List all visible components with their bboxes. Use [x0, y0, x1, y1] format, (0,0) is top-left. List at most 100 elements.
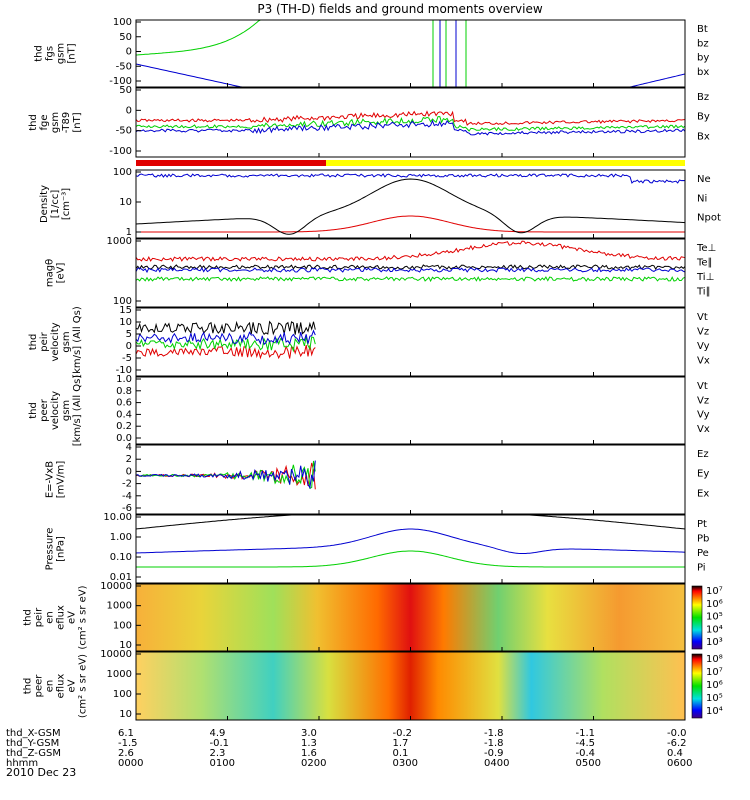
x-axis-value: 0.4 [667, 748, 683, 759]
series-line-by [135, 19, 685, 56]
y-axis-label: thd peer velocity gsm [km/s] (All Qs) [28, 375, 83, 447]
series-line-Vx [135, 329, 316, 346]
spectrogram [136, 652, 685, 720]
y-tick-label: 15 [119, 305, 132, 316]
y-tick-label: 50 [119, 85, 132, 96]
spectrogram [136, 584, 685, 651]
x-axis-value: -0.9 [484, 748, 504, 759]
y-tick-label: 1 [126, 227, 132, 238]
y-label-line: [nT] [72, 112, 83, 132]
y-label-line: velocity [50, 391, 61, 430]
y-label-line: thd [23, 678, 34, 695]
y-tick-label: 50 [119, 32, 132, 43]
x-axis-value: 1.7 [393, 738, 409, 749]
y-tick-label: 100 [113, 296, 132, 307]
y-tick-label: 0.0 [116, 433, 132, 444]
legend-Vz: Vz [697, 327, 709, 338]
y-label-line: thd [28, 334, 39, 351]
y-tick-label: 0.4 [116, 409, 132, 420]
legend-Ey: Ey [697, 469, 709, 480]
legend-Ne: Ne [697, 174, 711, 185]
series-line-Pt [135, 514, 686, 530]
y-label-line: [nT] [67, 43, 78, 63]
panel-6: Vt Vz Vy Vx 1.00.80.60.40.20.0 thd peer velocit… [28, 374, 710, 446]
colorbar-tick-label: 10⁵ [706, 693, 723, 704]
y-tick-label: 0.6 [116, 398, 132, 409]
x-axis-value: 0.1 [393, 748, 409, 759]
y-label-line: [eV] [56, 263, 67, 284]
legend-Ex: Ex [697, 488, 709, 499]
y-label-line: en [45, 611, 56, 624]
panel-frame [135, 514, 686, 584]
y-tick-label: 0.2 [116, 421, 132, 432]
y-tick-label: 0 [126, 105, 132, 116]
legend-Vz: Vz [697, 395, 709, 406]
y-axis-label: thd peer en eflux eV (cm² s sr eV) [23, 654, 89, 718]
legend-By: By [697, 112, 710, 123]
y-axis-label: thd peir en eflux eV (cm² s sr eV) [23, 585, 89, 649]
y-tick-label: -10 [116, 365, 132, 376]
x-axis-value: -1.8 [484, 738, 504, 749]
colorbar-tick-label: 10³ [706, 637, 723, 648]
legend-bx: bx [697, 67, 709, 78]
y-label-line: thd [28, 402, 39, 419]
y-axis-label: Density [1/cc] [cm⁻³] [39, 185, 72, 223]
colorbar-tick-label: 10⁷ [706, 586, 723, 597]
y-tick-label: 0 [126, 466, 132, 477]
colorbar-tick-label: 10⁵ [706, 612, 723, 623]
y-label-line: gsm [61, 400, 72, 421]
y-tick-label: -2 [122, 479, 132, 490]
legend-Te∥: Te∥ [696, 258, 713, 269]
y-label-line: magθ [45, 259, 56, 287]
legend-Ni: Ni [697, 193, 707, 204]
x-axis-value: -0.2 [393, 728, 413, 739]
series-line-Npot [135, 173, 686, 184]
panel-7: Ez Ey Ex 420 -2-4-6 E=-VxB [mV/m] [45, 442, 709, 515]
series-line-Ne [136, 215, 685, 233]
y-axis-label: E=-VxB [mV/m] [45, 461, 67, 499]
y-label-line: gsm [61, 331, 72, 352]
y-tick-label: 10 [119, 709, 132, 720]
y-label-line: Density [39, 185, 50, 223]
y-label-line: eflux [56, 674, 67, 699]
y-tick-label: -4 [122, 491, 132, 502]
panel-3: Ne Ni Npot 100 10 1 Density [1/cc] [cm⁻³] [39, 167, 721, 239]
x-axis-value: 2.3 [210, 748, 226, 759]
y-tick-label: 10000 [100, 581, 132, 592]
x-axis-value: -6.2 [667, 738, 687, 749]
y-tick-label: -50 [116, 126, 132, 137]
legend-Npot: Npot [697, 213, 721, 224]
series-line-Te⊥ [135, 240, 686, 263]
colorbar-tick-label: 10⁶ [706, 599, 723, 610]
legend-Vx: Vx [697, 356, 710, 367]
mode-bar-yellow [326, 160, 685, 166]
y-tick-label: 100 [113, 17, 132, 28]
y-axis-label: Pressure [nPa] [45, 528, 67, 571]
y-label-line: en [45, 680, 56, 693]
panel-frame [135, 19, 686, 88]
colorbar-tick-label: 10⁴ [706, 706, 723, 717]
y-tick-label: 1.00 [110, 532, 132, 543]
y-label-line: (cm² s sr eV) [78, 585, 89, 649]
mode-bar-red [136, 160, 326, 166]
colorbar-tick-label: 10⁸ [706, 654, 723, 665]
x-axis-value: -1.5 [118, 738, 138, 749]
panel-8: Pt Pb Pe Pi 10.00 1.00 0.10 0.01 Pressure [nPa] [45, 512, 709, 584]
panel-frame [135, 169, 686, 239]
y-tick-label: 2 [126, 454, 132, 465]
panel-frame [135, 307, 686, 377]
colorbar-tick-label: 10⁷ [706, 667, 723, 678]
series-line-Ti⊥ [135, 266, 686, 274]
series-line-Vy [135, 336, 316, 353]
series-line-Vt [135, 320, 316, 336]
colorbar-tick-label: 10⁶ [706, 680, 723, 691]
y-tick-label: 1.0 [116, 374, 132, 385]
panel-frame [135, 376, 686, 445]
legend-Bt: Bt [697, 24, 708, 35]
x-axis-value: 1.6 [301, 748, 317, 759]
y-label-line: [mV/m] [56, 461, 67, 499]
y-axis-label: magθ [eV] [45, 259, 67, 287]
figure-title: P3 (TH-D) fields and ground moments over… [257, 2, 542, 16]
x-axis-value: 0000 [118, 758, 143, 769]
